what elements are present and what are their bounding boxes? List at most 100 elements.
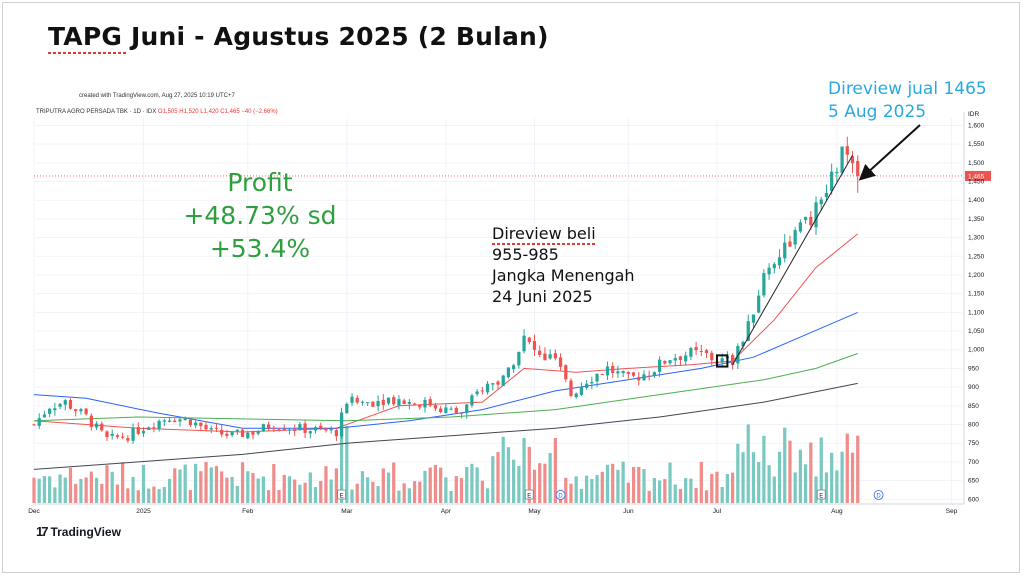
candle-body	[100, 423, 104, 431]
candle-body	[178, 419, 182, 422]
candle-body	[173, 420, 177, 423]
volume-bar	[147, 488, 151, 503]
volume-bar	[121, 462, 125, 503]
event-marker-label: D	[876, 494, 881, 500]
y-tick-label: 1,550	[968, 141, 985, 148]
candle-body	[548, 354, 552, 359]
buy-annotation-range: 955-985	[492, 245, 559, 264]
candle-body	[339, 412, 344, 437]
y-tick-label: 1,500	[968, 160, 985, 167]
candle-body	[371, 401, 375, 407]
volume-bar	[459, 478, 464, 503]
volume-bar	[454, 476, 458, 503]
candle-body	[266, 424, 271, 429]
candle-body	[616, 371, 620, 374]
y-tick-label: 1,300	[968, 235, 985, 242]
candle-body	[418, 404, 422, 408]
candle-body	[287, 429, 292, 431]
volume-bar	[84, 477, 88, 503]
candle-body	[590, 381, 594, 384]
candle-body	[324, 428, 328, 431]
candle-body	[152, 427, 156, 429]
volume-bar	[824, 472, 829, 503]
dividend-marker	[873, 490, 884, 500]
candle-body	[360, 401, 365, 403]
volume-bar	[569, 483, 573, 503]
candle-body	[214, 427, 219, 429]
candle-body	[251, 432, 255, 435]
volume-bar	[141, 464, 146, 503]
sell-annotation-date: 5 Aug 2025	[828, 102, 927, 122]
candle-body	[694, 347, 698, 351]
volume-bar	[246, 471, 250, 503]
volume-bar	[251, 473, 255, 503]
candle-body	[730, 355, 735, 365]
candle-body	[37, 418, 41, 426]
volume-bar	[611, 463, 615, 503]
volume-bar	[319, 480, 323, 503]
candle-body	[454, 407, 458, 413]
volume-bar	[162, 486, 166, 503]
candle-body	[42, 414, 47, 418]
candle-body	[465, 404, 469, 414]
candle-body	[626, 371, 630, 374]
x-tick-label: Jul	[713, 508, 722, 515]
candle-body	[68, 399, 73, 409]
candle-body	[115, 435, 120, 438]
candle-body	[856, 160, 860, 176]
candle-body	[334, 430, 338, 437]
candle-body	[48, 408, 52, 414]
volume-bar	[574, 476, 578, 503]
volume-bar	[475, 467, 479, 503]
volume-bar	[751, 452, 756, 503]
volume-bar	[178, 469, 182, 503]
volume-bar	[376, 485, 380, 503]
y-tick-label: 600	[968, 496, 979, 503]
candle-body	[89, 415, 93, 427]
volume-bar	[501, 436, 505, 503]
volume-bar	[371, 481, 375, 503]
sell-annotation: Direview jual 1465 5 Aug 2025	[828, 78, 987, 124]
volume-bar	[663, 479, 667, 503]
buy-annotation-date: 24 Juni 2025	[492, 287, 593, 306]
candle-body	[131, 427, 135, 441]
slide-title: TAPG Juni - Agustus 2025 (2 Bulan)	[48, 22, 549, 54]
sell-annotation-title: Direview jual 1465	[828, 79, 987, 99]
volume-bar	[308, 472, 312, 503]
volume-bar	[204, 461, 208, 503]
volume-bar	[366, 477, 370, 503]
candle-body	[58, 403, 62, 407]
volume-bar	[725, 474, 730, 503]
candle-body	[433, 405, 438, 409]
candle-body	[762, 273, 766, 296]
candle-body	[720, 358, 724, 363]
candle-body	[439, 408, 443, 413]
candle-body	[830, 171, 834, 191]
event-marker-label: E	[340, 494, 344, 500]
profit-annotation: Profit +48.73% sd +53.4%	[150, 166, 370, 265]
volume-bar	[329, 479, 333, 503]
candle-body	[538, 350, 542, 355]
candle-body	[845, 146, 849, 155]
volume-bar	[485, 488, 490, 503]
profit-label: Profit	[227, 168, 293, 197]
candle-body	[611, 365, 615, 374]
tradingview-logo[interactable]: 17 TradingView	[36, 524, 121, 539]
volume-bar	[334, 468, 338, 503]
y-tick-label: 1,350	[968, 216, 985, 223]
profit-range: +48.73% sd +53.4%	[183, 201, 337, 263]
volume-bar	[126, 488, 130, 503]
x-axis: Dec 2025 Feb Mar Apr May Jun Jul Aug Sep	[28, 508, 958, 515]
candle-body	[225, 433, 229, 436]
volume-bar	[152, 486, 156, 503]
volume-bar	[809, 442, 813, 503]
candle-body	[313, 427, 318, 431]
volume-bar	[167, 478, 172, 503]
volume-bar	[272, 463, 276, 503]
volume-bar	[110, 471, 114, 503]
volume-bar	[282, 474, 286, 503]
volume-bar	[845, 433, 849, 503]
candle-body	[329, 429, 333, 431]
